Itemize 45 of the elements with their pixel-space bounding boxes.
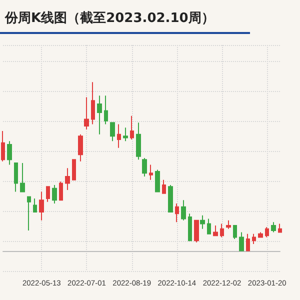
candlestick — [33, 198, 37, 212]
candlestick — [142, 158, 147, 178]
candlestick — [52, 184, 57, 204]
candlestick — [226, 220, 231, 230]
candlestick — [1, 130, 5, 162]
candlestick — [265, 226, 269, 238]
candlestick — [130, 115, 134, 140]
candlestick — [207, 218, 211, 234]
candlestick — [181, 200, 186, 221]
candlestick — [162, 179, 166, 194]
chart-title: 份周K线图（截至2023.02.10周） — [4, 11, 214, 26]
candlestick — [252, 233, 256, 245]
candlestick — [200, 214, 205, 230]
candlestick — [188, 213, 192, 242]
candlestick — [46, 186, 50, 202]
candlestick — [155, 169, 160, 192]
candlestick — [246, 233, 250, 252]
candlestick — [123, 127, 128, 142]
candlestick — [194, 220, 199, 243]
candlestick — [175, 203, 179, 223]
candlestick — [39, 191, 44, 221]
candlestick — [72, 159, 76, 180]
candlestick — [59, 181, 63, 201]
candlestick — [117, 124, 121, 148]
candlestick — [213, 224, 218, 236]
candlestick — [78, 134, 83, 162]
candlestick — [65, 168, 70, 191]
candlestick — [239, 232, 244, 252]
candlestick — [136, 122, 141, 160]
candlestick — [278, 223, 282, 233]
candlestick — [271, 222, 276, 233]
candlestick — [220, 223, 224, 238]
candlestick — [7, 140, 12, 166]
candlestick — [27, 196, 31, 232]
candlestick — [97, 95, 102, 135]
candlestick — [91, 82, 95, 125]
candlestick — [104, 95, 108, 125]
candlestick — [258, 232, 263, 238]
candlestick — [84, 96, 89, 130]
candlestick — [20, 162, 25, 192]
candlestick — [233, 224, 237, 240]
candlestick — [149, 164, 153, 180]
candlestick — [168, 184, 173, 212]
candlestick — [110, 122, 115, 142]
candlestick — [14, 162, 18, 192]
